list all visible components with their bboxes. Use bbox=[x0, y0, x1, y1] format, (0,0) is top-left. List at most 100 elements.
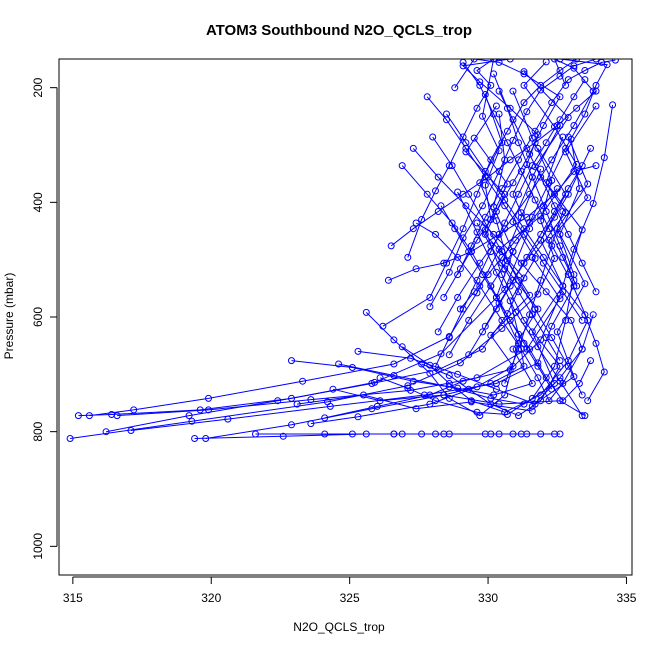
data-point bbox=[492, 385, 500, 393]
data-point bbox=[534, 144, 542, 152]
data-point bbox=[445, 351, 453, 359]
data-point bbox=[506, 316, 514, 324]
data-point bbox=[545, 225, 553, 233]
data-point bbox=[509, 116, 517, 124]
series-line bbox=[310, 94, 531, 425]
data-point bbox=[526, 219, 534, 227]
data-point bbox=[551, 430, 558, 438]
y-tick-label: 1000 bbox=[31, 533, 45, 560]
series-15 bbox=[398, 133, 592, 416]
data-point bbox=[564, 185, 572, 193]
data-point bbox=[553, 122, 561, 129]
data-point bbox=[542, 288, 550, 296]
data-point bbox=[473, 219, 481, 227]
series-46 bbox=[456, 185, 561, 313]
data-point bbox=[517, 209, 525, 217]
data-point bbox=[205, 394, 212, 402]
data-point bbox=[531, 255, 539, 262]
data-point bbox=[473, 374, 481, 382]
data-point bbox=[573, 104, 581, 112]
data-point bbox=[326, 402, 334, 410]
data-point bbox=[501, 391, 509, 399]
data-point bbox=[451, 84, 459, 92]
data-point bbox=[575, 185, 583, 193]
data-point bbox=[445, 334, 453, 342]
series-line bbox=[401, 136, 589, 413]
data-point bbox=[534, 362, 542, 370]
data-point bbox=[481, 181, 489, 189]
series-line bbox=[457, 59, 616, 275]
data-point bbox=[559, 288, 567, 296]
data-point bbox=[492, 102, 500, 110]
data-point bbox=[459, 133, 467, 141]
data-point bbox=[432, 397, 439, 405]
data-point bbox=[592, 339, 600, 347]
data-point bbox=[570, 122, 578, 129]
data-point bbox=[487, 156, 495, 164]
data-point bbox=[205, 406, 212, 414]
data-point bbox=[473, 383, 481, 391]
data-point bbox=[584, 194, 592, 202]
data-point bbox=[512, 236, 520, 244]
series-line bbox=[324, 104, 614, 419]
data-point bbox=[509, 179, 517, 187]
data-point bbox=[185, 412, 193, 420]
data-point bbox=[548, 99, 556, 107]
data-point bbox=[537, 430, 545, 438]
data-point bbox=[487, 81, 495, 89]
series-line bbox=[446, 113, 605, 401]
data-point bbox=[426, 303, 434, 311]
data-point bbox=[556, 67, 564, 74]
data-point bbox=[523, 253, 531, 261]
data-point bbox=[473, 228, 481, 236]
data-point bbox=[454, 253, 462, 261]
data-point bbox=[481, 322, 489, 330]
data-point bbox=[537, 217, 545, 225]
data-point bbox=[575, 167, 583, 175]
data-point bbox=[188, 417, 196, 425]
series-48 bbox=[501, 208, 567, 387]
data-point bbox=[102, 428, 110, 436]
data-point bbox=[409, 225, 417, 233]
data-point bbox=[429, 133, 437, 141]
data-point bbox=[473, 67, 481, 74]
data-point bbox=[465, 316, 473, 324]
data-point bbox=[467, 398, 475, 406]
data-point bbox=[564, 76, 572, 84]
data-point bbox=[556, 242, 564, 250]
data-point bbox=[506, 156, 514, 164]
data-point bbox=[479, 345, 486, 353]
data-point bbox=[537, 276, 545, 284]
data-point bbox=[587, 357, 594, 365]
data-point bbox=[432, 362, 439, 370]
x-tick-label: 325 bbox=[340, 591, 360, 605]
data-point bbox=[506, 282, 514, 290]
data-point bbox=[473, 408, 481, 416]
data-point bbox=[387, 242, 395, 250]
data-point bbox=[445, 380, 453, 387]
series-line bbox=[440, 205, 553, 390]
data-point bbox=[293, 400, 301, 408]
x-tick-label: 315 bbox=[63, 591, 83, 605]
series-3 bbox=[85, 59, 581, 420]
data-point bbox=[567, 316, 575, 324]
data-point bbox=[445, 372, 453, 379]
data-point bbox=[434, 173, 442, 181]
series-line bbox=[429, 59, 597, 307]
data-point bbox=[487, 242, 495, 250]
data-point bbox=[515, 330, 522, 338]
data-point bbox=[564, 362, 572, 370]
data-point bbox=[362, 308, 370, 316]
data-point bbox=[556, 377, 564, 385]
series-47 bbox=[481, 162, 586, 330]
data-point bbox=[542, 59, 550, 66]
data-point bbox=[515, 412, 522, 420]
series-line bbox=[297, 394, 533, 412]
data-point bbox=[578, 391, 586, 399]
series-11 bbox=[335, 144, 570, 408]
data-point bbox=[578, 162, 586, 170]
data-point bbox=[454, 188, 462, 196]
data-point bbox=[473, 190, 481, 198]
data-point bbox=[470, 134, 478, 142]
